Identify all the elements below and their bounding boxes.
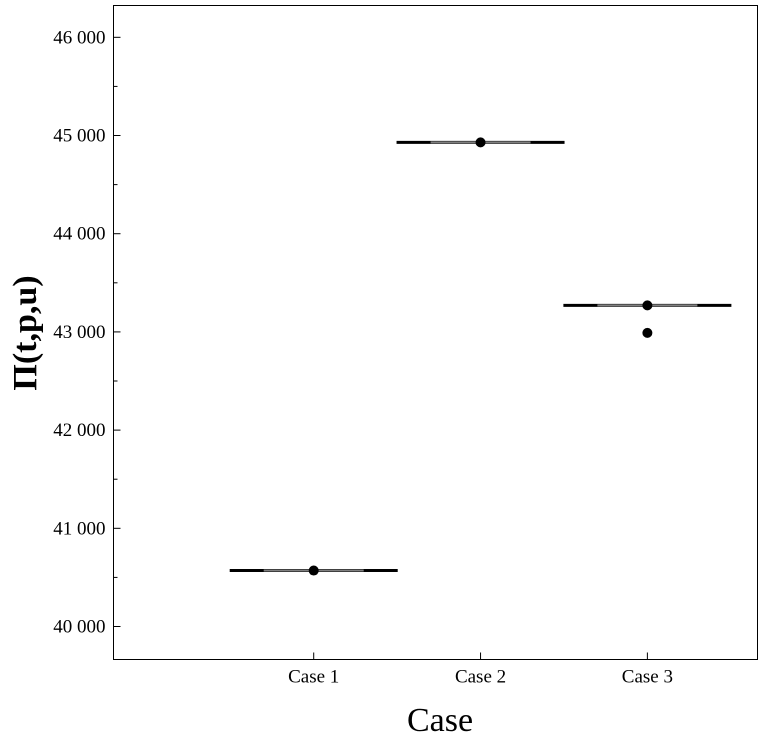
outlier-point <box>642 327 653 338</box>
box-1 <box>229 565 398 576</box>
x-tick-label: Case 3 <box>622 667 673 688</box>
data-point <box>308 565 319 576</box>
x-axis-label: Case <box>407 702 473 739</box>
x-tick-label: Case 2 <box>455 667 506 688</box>
data-point <box>475 137 486 148</box>
y-tick-label: 42 000 <box>53 420 105 441</box>
y-tick-label: 43 000 <box>53 322 105 343</box>
y-tick-label: 41 000 <box>53 518 105 539</box>
y-tick-label: 45 000 <box>53 126 105 147</box>
data-point <box>642 300 653 311</box>
y-axis-label: Π(t,p,u) <box>7 275 44 390</box>
y-tick-label: 46 000 <box>53 27 105 48</box>
plot-frame <box>113 5 758 660</box>
y-tick-label: 40 000 <box>53 617 105 638</box>
y-tick-label: 44 000 <box>53 224 105 245</box>
x-tick-label: Case 1 <box>288 667 339 688</box>
box-3 <box>563 300 732 338</box>
box-2 <box>396 137 565 148</box>
